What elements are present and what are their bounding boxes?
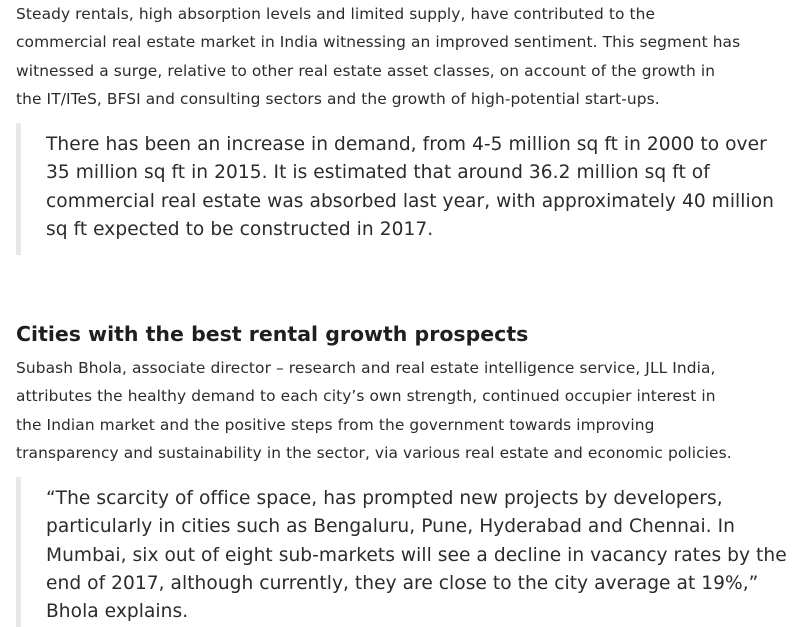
section-heading: Cities with the best rental growth prosp… [16,322,529,346]
paragraph-line: witnessed a surge, relative to other rea… [16,61,716,80]
paragraph-line: commercial real estate market in India w… [16,33,741,52]
paragraph-line: the Indian market and the positive steps… [16,415,655,434]
intro-paragraph: Steady rentals, high absorption levels a… [16,0,740,113]
quote-line: end of 2017, although currently, they ar… [46,572,759,594]
quote-line: 35 million sq ft in 2015. It is estimate… [46,162,710,184]
paragraph-line: the IT/ITeS, BFSI and consulting sectors… [16,89,660,108]
pull-quote-bhola: “The scarcity of office space, has promp… [16,477,787,627]
section-paragraph: Subash Bhola, associate director – resea… [16,354,732,467]
paragraph-line: Steady rentals, high absorption levels a… [16,5,656,23]
quote-line: particularly in cities such as Bengaluru… [46,516,735,538]
quote-line: Mumbai, six out of eight sub-markets wil… [46,544,787,566]
quote-line: There has been an increase in demand, fr… [46,134,767,155]
paragraph-line: transparency and sustainability in the s… [16,443,732,462]
paragraph-line: attributes the healthy demand to each ci… [16,387,716,406]
quote-line: sq ft expected to be constructed in 2017… [46,218,434,240]
quote-line: Bhola explains. [46,601,189,623]
quote-text: There has been an increase in demand, fr… [46,123,774,244]
quote-line: commercial real estate was absorbed last… [46,190,774,212]
paragraph-line: Subash Bhola, associate director – resea… [16,359,716,377]
quote-line: “The scarcity of office space, has promp… [46,488,723,509]
pull-quote-demand: There has been an increase in demand, fr… [16,123,774,255]
quote-text: “The scarcity of office space, has promp… [46,477,787,626]
